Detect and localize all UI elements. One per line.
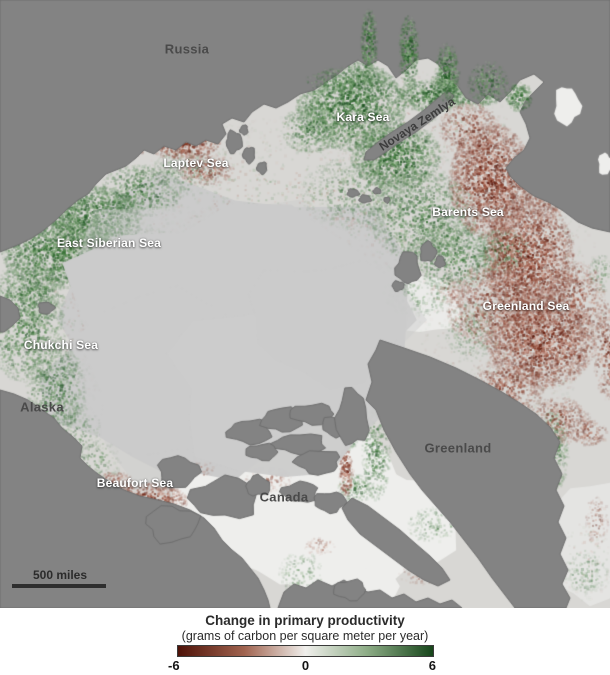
legend-tick-min: -6 (168, 658, 180, 673)
map-raster (0, 0, 610, 608)
legend-bar-wrap: -6 0 6 (168, 645, 436, 673)
legend-title: Change in primary productivity (205, 613, 405, 628)
legend: Change in primary productivity (grams of… (0, 608, 610, 675)
legend-tick-max: 6 (428, 658, 436, 673)
map-area: Russia Kara Sea Novaya Zemlya Laptev Sea… (0, 0, 610, 608)
scale-bar: 500 miles (12, 568, 108, 588)
scale-bar-label: 500 miles (32, 568, 88, 582)
scale-bar-line (12, 584, 106, 588)
legend-subtitle: (grams of carbon per square meter per ye… (181, 629, 429, 643)
legend-gradient-bar (177, 645, 434, 657)
legend-tick-mid: 0 (301, 658, 310, 673)
